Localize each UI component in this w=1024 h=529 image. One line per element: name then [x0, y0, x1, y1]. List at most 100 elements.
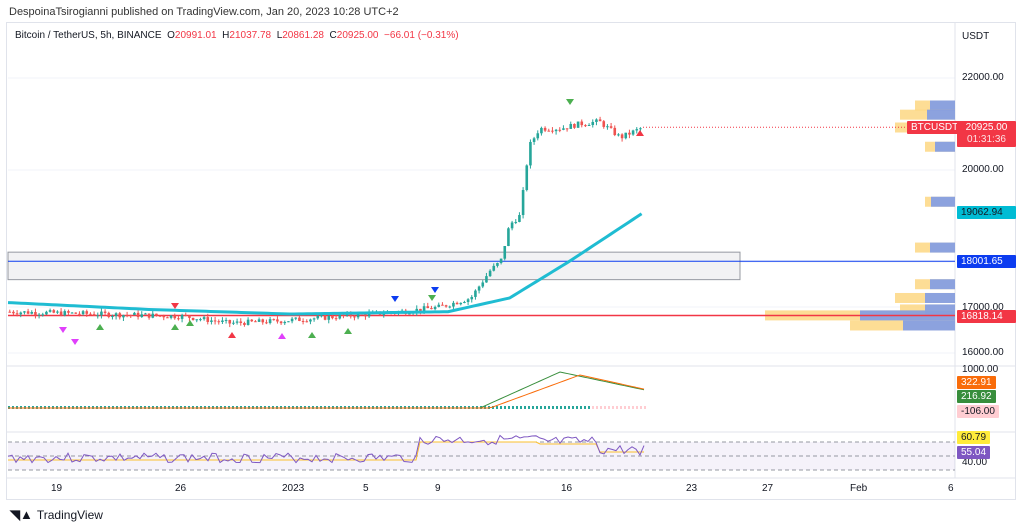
- high-value: 21037.78: [229, 30, 272, 41]
- volume-profile-bar: [903, 320, 955, 331]
- price-tick: 16000.00: [962, 347, 1004, 358]
- candle-body: [521, 190, 525, 216]
- macd-histogram-bar: [600, 406, 602, 409]
- candle-body: [48, 310, 52, 312]
- candle-body: [569, 123, 573, 129]
- candle-body: [261, 319, 265, 323]
- signal-arrow-icon: [171, 324, 179, 330]
- ma-value-label: 19062.94: [957, 206, 1016, 219]
- candle-body: [452, 302, 455, 307]
- volume-profile-bar: [931, 196, 955, 207]
- candle-body: [474, 290, 477, 297]
- macd-histogram-bar: [520, 406, 522, 409]
- macd-histogram-bar: [644, 406, 646, 409]
- candle-body: [70, 312, 74, 314]
- macd-histogram-bar: [620, 406, 622, 409]
- change-value: −66.01 (−0.31%): [384, 30, 459, 41]
- candle-body: [587, 124, 591, 126]
- candle-body: [485, 276, 488, 283]
- macd-histogram-bar: [560, 406, 562, 409]
- macd-histogram-bar: [636, 406, 638, 409]
- candle-body: [206, 317, 210, 322]
- macd-histogram-bar: [596, 406, 598, 409]
- signal-arrow-icon: [186, 320, 194, 326]
- candle-body: [56, 311, 59, 313]
- candle-body: [320, 315, 323, 317]
- candle-body: [257, 319, 261, 322]
- macd-histogram-bar: [604, 406, 606, 409]
- candle-body: [331, 315, 334, 319]
- candle-body: [107, 312, 111, 317]
- candle-body: [26, 311, 30, 314]
- candle-body: [217, 321, 221, 323]
- macd-histogram-bar: [592, 406, 594, 409]
- candle-body: [228, 319, 232, 324]
- macd-histogram-bar: [624, 406, 626, 409]
- candle-body: [309, 319, 312, 322]
- candle-body: [199, 319, 202, 321]
- candle-body: [74, 312, 78, 314]
- macd-histogram-bar: [608, 406, 610, 409]
- candle-body: [573, 123, 576, 128]
- macd-histogram-bar: [568, 406, 570, 409]
- signal-line: [8, 374, 645, 409]
- last-price: 20925.00: [965, 122, 1008, 133]
- candle-body: [624, 132, 628, 139]
- candle-body: [114, 313, 118, 317]
- time-tick: 26: [175, 483, 187, 494]
- candle-body: [67, 311, 70, 313]
- candle-body: [224, 319, 228, 321]
- candle-body: [532, 138, 536, 142]
- candle-body: [628, 132, 631, 135]
- candle-body: [463, 301, 466, 303]
- candle-body: [125, 315, 129, 317]
- candle-body: [52, 310, 56, 313]
- signal-arrow-icon: [59, 327, 67, 333]
- blue-line-label: 18001.65: [957, 255, 1016, 268]
- candle-body: [45, 311, 48, 315]
- time-tick: Feb: [850, 483, 868, 494]
- macd-histogram-bar: [540, 406, 542, 409]
- candle-body: [239, 321, 243, 324]
- macd-label: 322.91: [957, 376, 996, 389]
- candle-body: [459, 302, 463, 305]
- candle-body: [529, 141, 532, 166]
- candle-body: [602, 121, 606, 127]
- candle-body: [540, 127, 543, 134]
- moving-average-line: [7, 212, 643, 316]
- candle-body: [279, 321, 283, 324]
- candle-body: [202, 317, 206, 320]
- volume-profile-bar: [930, 242, 955, 253]
- candle-body: [243, 323, 246, 325]
- macd-histogram-bar: [524, 406, 526, 409]
- macd-histogram-bar: [552, 406, 554, 409]
- candle-body: [283, 321, 287, 324]
- rsi-ma-line: [8, 441, 644, 461]
- candle-body: [155, 313, 158, 316]
- candle-body: [554, 129, 558, 132]
- low-value: 20861.28: [282, 30, 324, 41]
- candle-body: [477, 286, 481, 291]
- signal-arrow-icon: [278, 333, 286, 339]
- currency-label: USDT: [962, 31, 990, 42]
- rsi-ma-label: 60.79: [957, 431, 991, 444]
- low-label: L: [276, 30, 283, 41]
- tradingview-logo[interactable]: ◥▲ TradingView: [10, 507, 103, 523]
- candle-body: [96, 315, 100, 317]
- last-price-label: 20925.00 01:31:36: [957, 121, 1016, 147]
- signal-arrow-icon: [636, 130, 644, 136]
- candle-body: [305, 321, 309, 323]
- candle-body: [382, 313, 386, 315]
- candle-body: [265, 322, 268, 324]
- time-tick: 9: [435, 483, 441, 494]
- candle-body: [639, 128, 642, 130]
- candle-body: [250, 319, 254, 322]
- macd-histogram-bar: [564, 406, 566, 409]
- time-tick: 23: [686, 483, 698, 494]
- candle-body: [173, 315, 177, 319]
- macd-histogram-bar: [500, 406, 502, 409]
- candle-body: [353, 316, 356, 318]
- candle-body: [122, 315, 125, 318]
- signal-arrow-icon: [171, 303, 179, 309]
